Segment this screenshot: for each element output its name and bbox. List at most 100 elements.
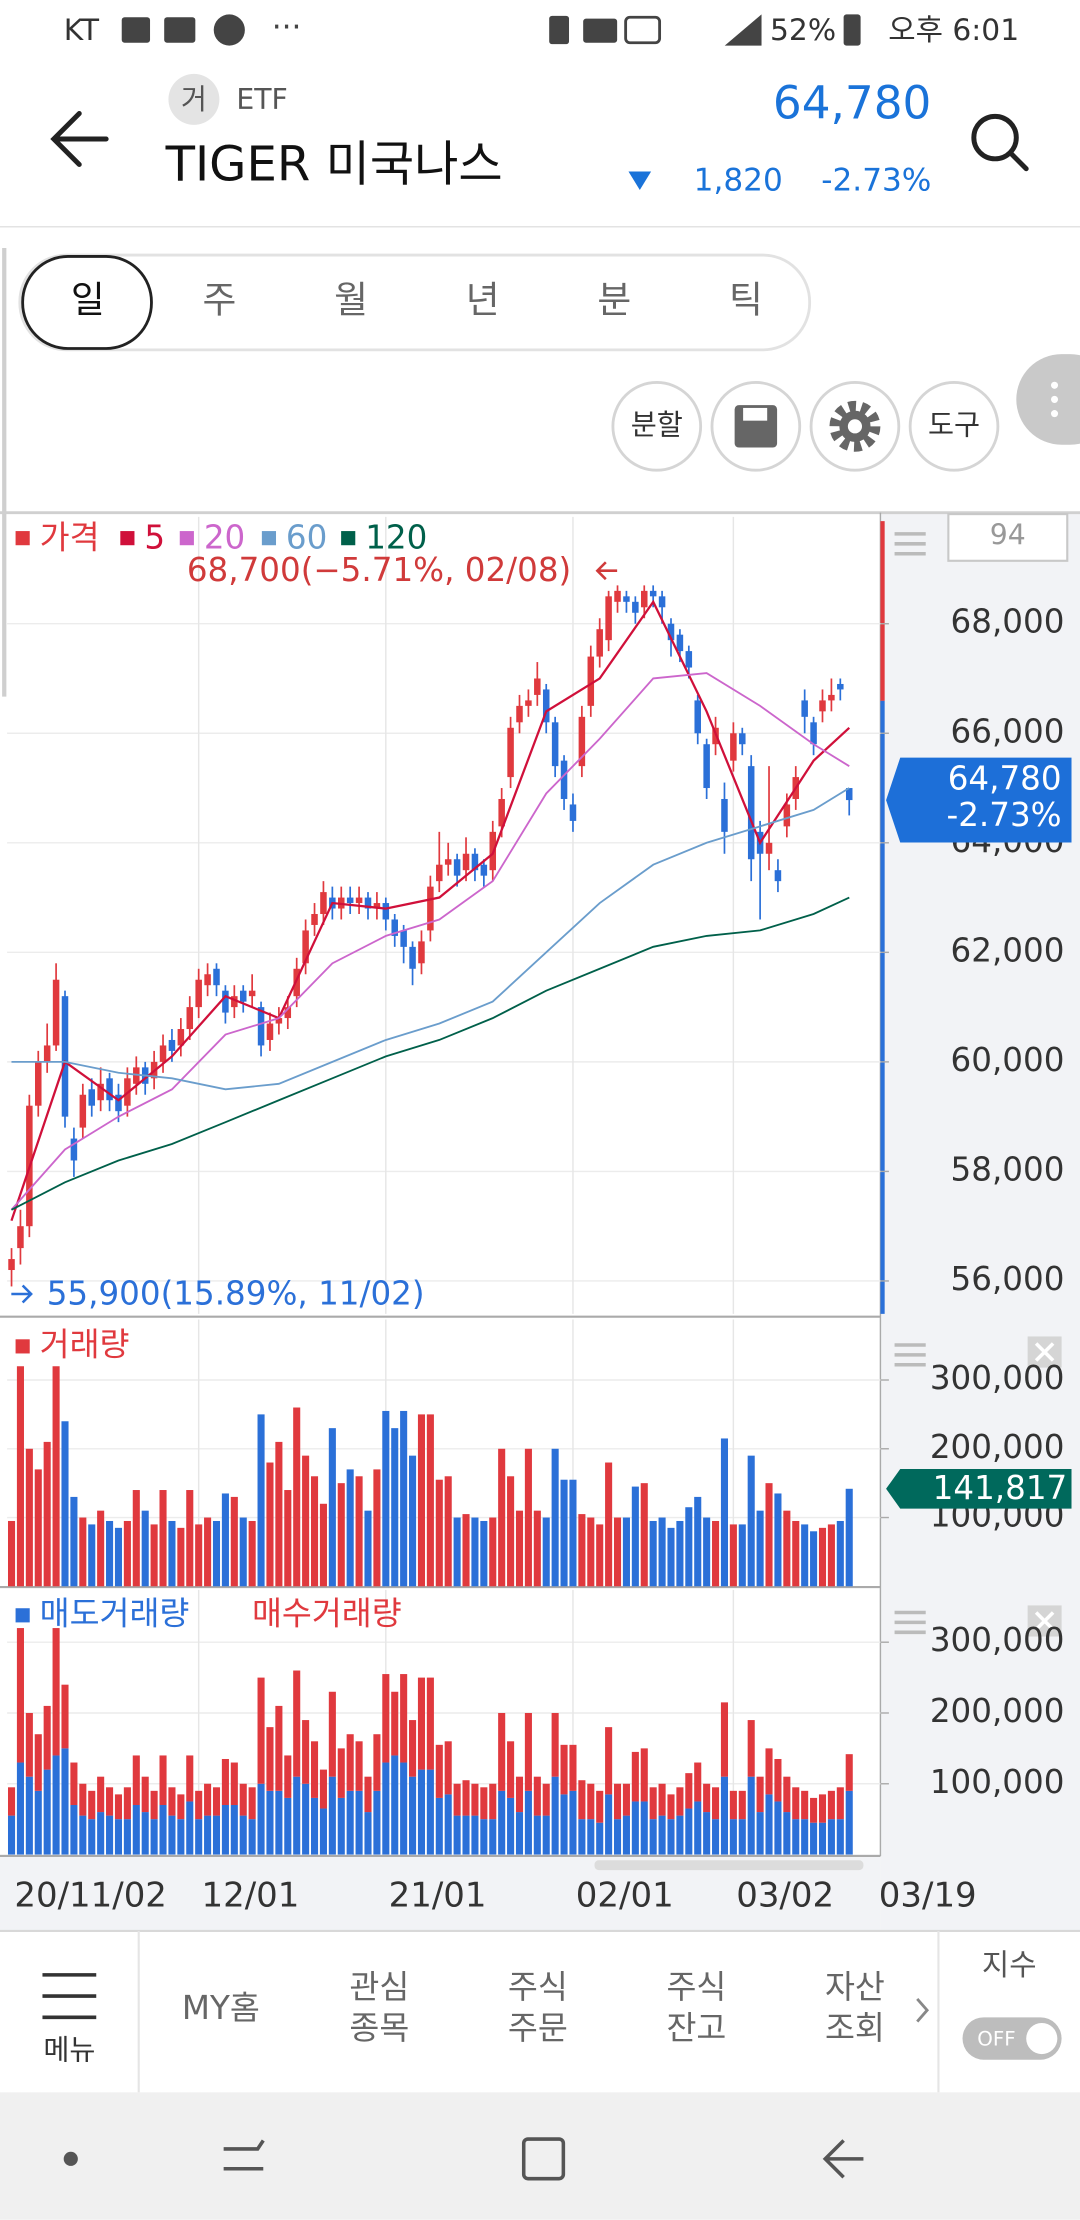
- volume-bar: [132, 1490, 140, 1587]
- annotation: 55,900(15.89%, 11/02): [47, 1274, 425, 1312]
- candle-body: [542, 689, 550, 723]
- stack-segment: [533, 1776, 541, 1816]
- candle-body: [346, 897, 354, 904]
- tab-bar: [18, 253, 812, 352]
- stack-segment: [426, 1677, 434, 1770]
- split-label: 분할: [631, 408, 683, 441]
- tab-label[interactable]: 일: [71, 278, 105, 321]
- stack-segment: [507, 1797, 515, 1855]
- volume-bar: [649, 1520, 657, 1587]
- back-nav[interactable]: [822, 2139, 864, 2179]
- tab-label[interactable]: 분: [597, 278, 631, 321]
- volume-bar: [293, 1407, 301, 1587]
- stack-segment: [471, 1783, 479, 1816]
- stack-segment: [417, 1677, 426, 1770]
- stack-segment: [551, 1712, 559, 1777]
- volume-bar: [391, 1428, 399, 1587]
- stack-segment: [658, 1783, 666, 1816]
- gear-icon: [829, 400, 881, 452]
- stack-segment: [230, 1762, 238, 1805]
- volume-bar: [61, 1421, 69, 1587]
- panel-menu[interactable]: [894, 532, 926, 556]
- nav-dot[interactable]: [63, 2151, 78, 2166]
- y-tick-label: 56,000: [951, 1260, 1065, 1298]
- panel-menu[interactable]: [894, 1343, 926, 1367]
- stack-segment: [551, 1776, 559, 1855]
- stack-segment: [373, 1734, 381, 1791]
- stack-segment: [756, 1812, 764, 1855]
- candle-body: [525, 700, 532, 706]
- close-icon: [1034, 1611, 1055, 1631]
- stack-segment: [622, 1783, 630, 1816]
- legend-label: 120: [365, 519, 427, 557]
- stack-segment: [667, 1819, 675, 1855]
- tools-button[interactable]: [908, 381, 1000, 472]
- stack-segment: [248, 1819, 256, 1855]
- split-button[interactable]: [611, 381, 703, 472]
- volume-bar: [747, 1455, 755, 1587]
- nav-item: 관심: [349, 1968, 409, 2006]
- y-tick-label: 200,000: [930, 1692, 1065, 1730]
- tab-label[interactable]: 틱: [729, 278, 763, 321]
- stack-segment: [319, 1808, 327, 1855]
- zoom-count: 94: [990, 519, 1026, 552]
- stack-segment: [177, 1819, 185, 1855]
- candle-body: [168, 1039, 176, 1051]
- y-tick-label: 300,000: [930, 1621, 1065, 1659]
- home-button[interactable]: [521, 2137, 566, 2181]
- panel-menu[interactable]: [894, 1610, 926, 1635]
- stack-segment: [613, 1819, 622, 1855]
- candle-body: [747, 766, 755, 860]
- scrollbar[interactable]: [594, 1860, 864, 1871]
- candle-body: [837, 683, 844, 690]
- status-icon: [668, 17, 714, 43]
- stack-segment: [685, 1808, 693, 1855]
- candle-body: [587, 656, 595, 706]
- stack-segment: [507, 1741, 515, 1798]
- volume-bar: [257, 1414, 265, 1587]
- more-button[interactable]: [1016, 354, 1080, 445]
- tab-label[interactable]: 년: [466, 278, 500, 321]
- stack-segment: [373, 1790, 381, 1855]
- zoom-box[interactable]: [947, 513, 1069, 562]
- legend-swatch: [341, 531, 356, 546]
- stack-segment: [150, 1819, 158, 1855]
- back-button[interactable]: [50, 111, 109, 167]
- volume-bar: [364, 1510, 372, 1587]
- volume-bar: [25, 1448, 33, 1587]
- stack-segment: [845, 1754, 853, 1791]
- stack-segment: [489, 1819, 497, 1855]
- volume-bar: [453, 1517, 461, 1587]
- stack-segment: [569, 1790, 577, 1855]
- stack-segment: [364, 1776, 372, 1813]
- stack-segment: [70, 1762, 78, 1805]
- candle-body: [373, 903, 381, 909]
- volume-bar: [658, 1517, 666, 1587]
- nav-next[interactable]: [916, 1997, 930, 2023]
- menu-icon[interactable]: [42, 1973, 97, 2020]
- recent-button[interactable]: [223, 2139, 265, 2171]
- y-tick-label: 58,000: [951, 1150, 1065, 1188]
- volume-bar: [712, 1520, 720, 1587]
- annotation-arrow: [595, 561, 618, 581]
- ma-line: [10, 599, 851, 1222]
- search-button[interactable]: [971, 113, 1019, 162]
- change: 1,820: [694, 162, 783, 198]
- stack-segment: [596, 1790, 604, 1823]
- ma-line: [11, 896, 850, 1211]
- tab-active[interactable]: [21, 255, 153, 350]
- stack-segment: [533, 1815, 541, 1855]
- tab-label[interactable]: 월: [334, 278, 368, 321]
- candle-body: [774, 870, 782, 882]
- tab-label[interactable]: 주: [202, 278, 236, 321]
- stack-segment: [346, 1734, 354, 1791]
- candle-body: [516, 705, 523, 723]
- stack-segment: [150, 1790, 158, 1820]
- candle-body: [649, 590, 657, 597]
- candle-body: [462, 853, 470, 871]
- candle-body: [676, 634, 684, 652]
- legend-label: 60: [286, 519, 327, 557]
- stack-segment: [524, 1790, 532, 1855]
- x-tick-label: 20/11/02: [14, 1875, 167, 1915]
